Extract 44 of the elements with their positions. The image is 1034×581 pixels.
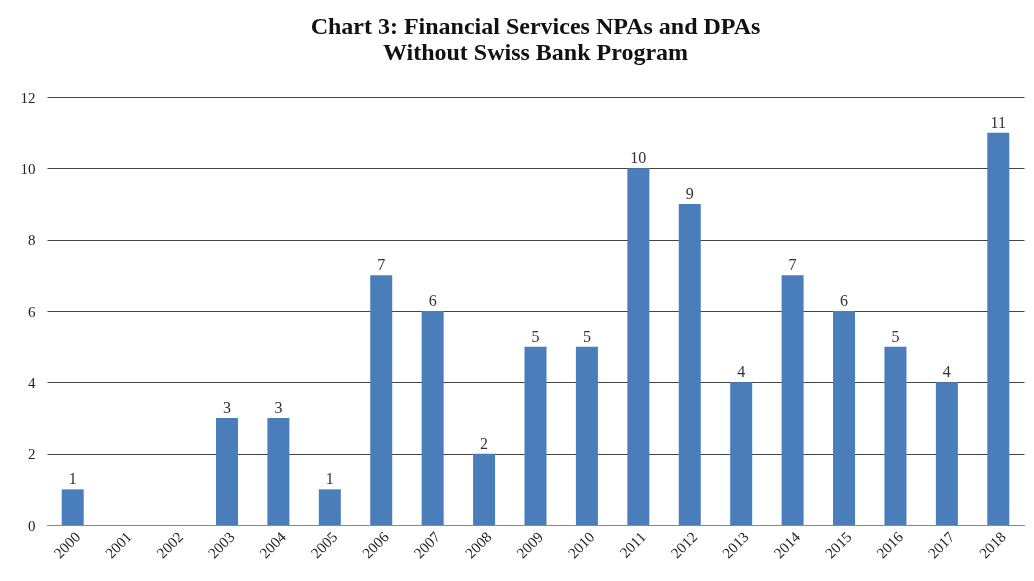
data-label: 11 <box>990 113 1006 131</box>
y-tick-label: 8 <box>28 232 36 249</box>
bar <box>524 346 547 525</box>
y-tick-label: 4 <box>28 374 36 391</box>
bar <box>473 453 496 525</box>
y-tick-label: 2 <box>28 446 36 463</box>
x-tick-label: 2011 <box>616 528 649 561</box>
bar <box>678 204 701 525</box>
data-label: 2 <box>480 434 489 452</box>
text: Chart 3: Financial Services NPAs and DPAs <box>310 13 761 39</box>
bar <box>370 275 393 525</box>
text: Without Swiss Bank Program <box>382 39 689 65</box>
bar <box>627 168 650 525</box>
data-label: 7 <box>377 256 386 274</box>
bar <box>987 132 1010 525</box>
bar <box>730 382 753 525</box>
bar <box>884 346 907 525</box>
bar <box>935 382 958 525</box>
bar <box>267 418 290 525</box>
bar <box>215 418 238 525</box>
data-label: 10 <box>630 149 647 167</box>
data-label: 9 <box>685 185 694 202</box>
data-label: 5 <box>531 327 540 345</box>
bar <box>833 311 856 525</box>
bar <box>781 275 804 525</box>
y-tick-label: 10 <box>20 160 36 177</box>
data-label: 5 <box>582 327 591 345</box>
bar <box>318 489 341 525</box>
data-label: 5 <box>891 327 900 345</box>
bar <box>61 489 84 525</box>
bar <box>575 346 598 525</box>
y-tick-label: 0 <box>28 517 36 534</box>
data-label: 6 <box>428 292 437 309</box>
data-label: 4 <box>942 363 951 381</box>
y-tick-label: 12 <box>20 89 36 106</box>
data-label: 6 <box>840 292 849 309</box>
bar <box>421 311 444 525</box>
data-label: 1 <box>68 470 77 488</box>
data-label: 4 <box>737 363 746 381</box>
data-label: 7 <box>788 256 797 274</box>
y-tick-label: 6 <box>28 303 36 320</box>
data-label: 3 <box>222 399 231 416</box>
data-label: 1 <box>325 470 334 488</box>
data-label: 3 <box>274 399 283 416</box>
